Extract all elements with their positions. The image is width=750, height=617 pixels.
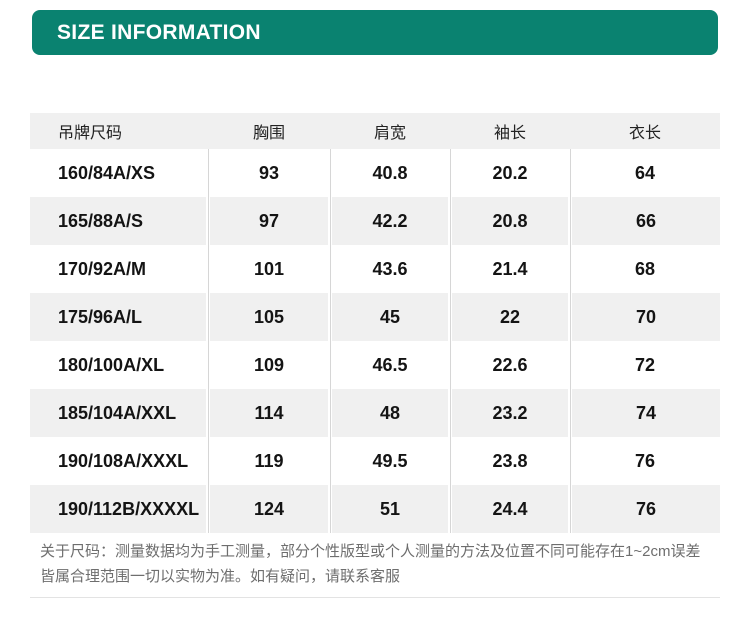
sleeve-cell: 23.2 — [450, 389, 570, 437]
size-cell: 170/92A/M — [58, 258, 147, 279]
sleeve-cell: 23.8 — [492, 450, 528, 471]
size-cell: 180/100A/XL — [58, 354, 165, 375]
shoulder-cell: 51 — [330, 485, 450, 533]
table-header-row: 吊牌尺码 胸围 肩宽 袖长 衣长 — [30, 113, 720, 149]
sleeve-cell: 24.4 — [450, 485, 570, 533]
section-divider — [30, 597, 720, 598]
length-cell: 76 — [634, 450, 656, 471]
length-cell: 64 — [634, 162, 656, 183]
chest-cell: 119 — [254, 450, 284, 471]
shoulder-cell: 42.2 — [330, 197, 450, 245]
chest-cell: 109 — [253, 354, 285, 375]
column-divider — [330, 149, 331, 533]
size-cell: 185/104A/XXL — [30, 389, 208, 437]
size-cell: 190/112B/XXXXL — [30, 485, 208, 533]
size-note-line-2: 皆属合理范围一切以实物为准。如有疑问，请联系客服 — [40, 568, 401, 585]
length-cell: 66 — [570, 197, 720, 245]
chest-cell: 114 — [208, 389, 330, 437]
sleeve-cell: 22 — [450, 293, 570, 341]
chest-cell: 124 — [208, 485, 330, 533]
shoulder-cell: 45 — [330, 293, 450, 341]
shoulder-cell: 48 — [330, 389, 450, 437]
sleeve-cell: 22.6 — [492, 354, 528, 375]
shoulder-cell: 49.5 — [372, 450, 408, 471]
length-cell: 74 — [570, 389, 720, 437]
table-row: 170/92A/M 101 43.6 21.4 68 — [30, 245, 720, 293]
chest-cell: 97 — [208, 197, 330, 245]
table-row: 175/96A/L 105 45 22 70 — [30, 293, 720, 341]
column-divider — [570, 149, 571, 533]
length-cell: 68 — [634, 258, 656, 279]
length-cell: 72 — [634, 354, 656, 375]
table-row: 190/112B/XXXXL 124 51 24.4 76 — [30, 485, 720, 533]
section-title: SIZE INFORMATION — [57, 20, 261, 44]
chest-cell: 93 — [258, 162, 280, 183]
table-row: 160/84A/XS 93 40.8 20.2 64 — [30, 149, 720, 197]
sleeve-cell: 20.8 — [450, 197, 570, 245]
size-cell: 160/84A/XS — [58, 162, 156, 183]
table-row: 190/108A/XXXL 119 49.5 23.8 76 — [30, 437, 720, 485]
length-cell: 76 — [570, 485, 720, 533]
size-cell: 165/88A/S — [30, 197, 208, 245]
size-table: 吊牌尺码 胸围 肩宽 袖长 衣长 160/84A/XS 93 40.8 20.2… — [30, 113, 720, 533]
chest-cell: 105 — [208, 293, 330, 341]
header-cell-shoulder: 肩宽 — [373, 125, 406, 142]
shoulder-cell: 40.8 — [372, 162, 408, 183]
length-cell: 70 — [570, 293, 720, 341]
sleeve-cell: 20.2 — [492, 162, 528, 183]
header-cell-chest: 胸围 — [252, 125, 285, 142]
header-cell-tag-size: 吊牌尺码 — [58, 125, 123, 142]
column-divider — [450, 149, 451, 533]
size-cell: 190/108A/XXXL — [58, 450, 189, 471]
chest-cell: 101 — [253, 258, 285, 279]
table-row: 180/100A/XL 109 46.5 22.6 72 — [30, 341, 720, 389]
size-note-line-1: 关于尺码：测量数据均为手工测量，部分个性版型或个人测量的方法及位置不同可能存在1… — [40, 543, 701, 560]
table-row: 165/88A/S 97 42.2 20.8 66 — [30, 197, 720, 245]
header-cell-length: 衣长 — [628, 125, 661, 142]
shoulder-cell: 43.6 — [372, 258, 408, 279]
size-information-banner: SIZE INFORMATION — [32, 10, 718, 55]
size-note: 关于尺码：测量数据均为手工测量，部分个性版型或个人测量的方法及位置不同可能存在1… — [40, 539, 720, 589]
sleeve-cell: 21.4 — [492, 258, 528, 279]
shoulder-cell: 46.5 — [372, 354, 408, 375]
column-divider — [208, 149, 209, 533]
size-cell: 175/96A/L — [30, 293, 208, 341]
header-cell-sleeve: 袖长 — [493, 125, 526, 142]
table-row: 185/104A/XXL 114 48 23.2 74 — [30, 389, 720, 437]
